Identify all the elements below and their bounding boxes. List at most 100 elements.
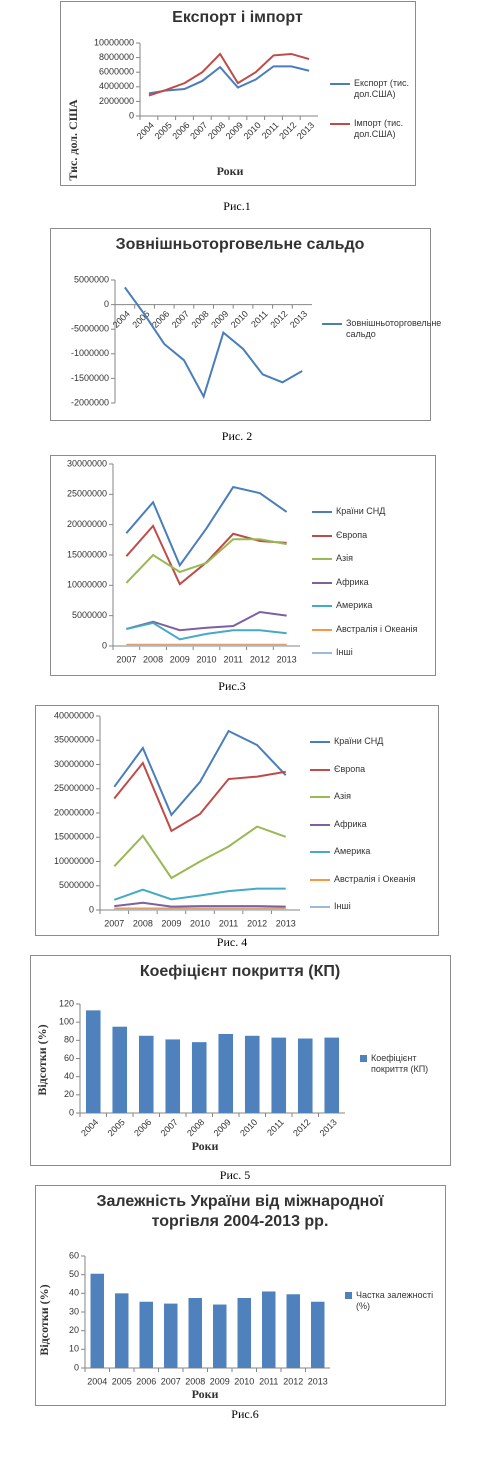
line-series <box>125 485 288 568</box>
chart-frame <box>30 955 451 1166</box>
figure-caption: Рис. 4 <box>217 935 247 949</box>
legend-item: Експорт (тис. дол.США) <box>330 78 414 118</box>
legend-item: Америка <box>310 846 420 874</box>
y-tick-label: 40 <box>69 1288 79 1298</box>
x-tick-label: 2004 <box>87 1376 107 1386</box>
y-tick-label: 25000000 <box>54 783 94 793</box>
legend-swatch <box>310 823 330 826</box>
bar <box>213 1304 227 1368</box>
y-tick-label: 0 <box>129 110 134 120</box>
figure-caption: Рис. 5 <box>220 1168 250 1182</box>
x-tick-label: 2011 <box>219 918 238 928</box>
x-tick-label: 2010 <box>190 918 210 928</box>
y-axis-label: Тис. дол. США <box>66 99 80 180</box>
x-tick-label: 2012 <box>250 654 270 664</box>
bar <box>286 1294 300 1368</box>
bar <box>262 1291 276 1368</box>
legend-label: Африка <box>334 818 367 829</box>
line-series <box>148 65 310 95</box>
bar <box>165 1039 181 1113</box>
legend-item: Коефіцієнт покриття (КП) <box>360 1053 445 1083</box>
x-tick-label: 2011 <box>259 1376 278 1386</box>
legend-item: Країни СНД <box>312 506 432 530</box>
y-tick-label: -1500000 <box>71 373 109 383</box>
bar <box>115 1293 129 1368</box>
legend: Експорт (тис. дол.США) Імпорт (тис. дол.С… <box>330 78 414 158</box>
legend-swatch <box>312 628 332 631</box>
legend-item: Азія <box>310 791 420 819</box>
x-tick-label: 2007 <box>104 918 124 928</box>
line-series <box>126 610 287 632</box>
legend-item: Африка <box>310 819 420 847</box>
y-tick-label: 20000000 <box>67 519 107 529</box>
legend-swatch <box>312 534 332 537</box>
legend-label: Африка <box>336 576 369 587</box>
legend-label: Азія <box>334 791 352 801</box>
legend-label: Австралія і Океанія <box>336 623 418 634</box>
y-tick-label: -1000000 <box>71 348 109 358</box>
x-tick-label: 2013 <box>308 1376 328 1386</box>
line-series <box>113 729 287 817</box>
legend-label: Країни СНД <box>336 506 386 516</box>
y-tick-label: 100 <box>59 1017 74 1027</box>
legend-swatch <box>310 796 330 798</box>
x-tick-label: 2013 <box>276 918 296 928</box>
legend-label: Коефіцієнт покриття (КП) <box>371 1053 429 1074</box>
legend-label: Частка залежності (%) <box>356 1290 434 1311</box>
y-tick-label: 15000000 <box>54 832 94 842</box>
legend-item: Частка залежності (%) <box>345 1290 440 1320</box>
bar <box>324 1037 340 1113</box>
legend-item: Австралія і Океанія <box>312 624 432 648</box>
legend: Країни СНД Європа Азія Африка Америка Австрал… <box>310 736 420 929</box>
y-tick-label: -5000000 <box>71 324 109 334</box>
y-tick-label: 10000000 <box>94 37 134 47</box>
legend-label: Зовнішньоторговельне сальдо <box>346 318 442 339</box>
x-tick-label: 2007 <box>116 654 136 664</box>
x-tick-label: 2005 <box>112 1376 132 1386</box>
x-tick-label: 2006 <box>136 1376 156 1386</box>
y-tick-label: 60 <box>69 1250 79 1260</box>
bar <box>237 1298 251 1368</box>
y-tick-label: 0 <box>102 640 107 650</box>
legend-item: Європа <box>312 530 432 554</box>
legend-item: Зовнішньоторговельне сальдо <box>322 318 441 348</box>
line-series <box>113 825 287 880</box>
x-tick-label: 2009 <box>170 654 190 664</box>
x-tick-label: 2009 <box>161 918 181 928</box>
legend-swatch <box>312 511 332 513</box>
figure-caption: Рис.3 <box>218 679 245 693</box>
legend: Зовнішньоторговельне сальдо <box>322 318 441 348</box>
y-tick-label: 5000000 <box>74 274 109 284</box>
legend-item: Австралія і Океанія <box>310 874 420 902</box>
y-tick-label: 5000000 <box>72 610 107 620</box>
legend-item: Америка <box>312 600 432 624</box>
chart-title: Експорт і імпорт <box>172 9 303 26</box>
x-tick-label: 2011 <box>224 654 243 664</box>
x-tick-label: 2009 <box>210 1376 230 1386</box>
y-tick-label: 35000000 <box>54 735 94 745</box>
legend-label: Австралія і Океанія <box>334 873 416 884</box>
y-tick-label: 25000000 <box>67 489 107 499</box>
line-series <box>113 887 286 901</box>
legend-item: Азія <box>312 553 432 577</box>
x-axis-label: Роки <box>192 1139 219 1153</box>
y-tick-label: 4000000 <box>99 81 134 91</box>
bar <box>271 1037 287 1113</box>
legend-swatch <box>310 741 330 743</box>
legend-label: Інші <box>334 901 351 911</box>
bar <box>164 1303 178 1368</box>
legend-label: Експорт (тис. дол.США) <box>354 78 409 99</box>
legend: Частка залежності (%) <box>345 1290 440 1320</box>
legend-swatch <box>312 652 332 654</box>
bar <box>138 1035 154 1113</box>
chart-title: Зовнішньоторговельне сальдо <box>115 236 365 253</box>
legend: Країни СНД Європа Азія Африка Америка Австрал… <box>312 506 432 671</box>
legend-item: Інші <box>310 901 420 929</box>
y-tick-label: 0 <box>104 299 109 309</box>
legend-swatch <box>330 83 350 85</box>
legend-label: Країни СНД <box>334 736 384 746</box>
y-tick-label: 6000000 <box>99 67 134 77</box>
y-tick-label: 10 <box>69 1344 79 1354</box>
y-tick-label: 30000000 <box>67 458 107 468</box>
